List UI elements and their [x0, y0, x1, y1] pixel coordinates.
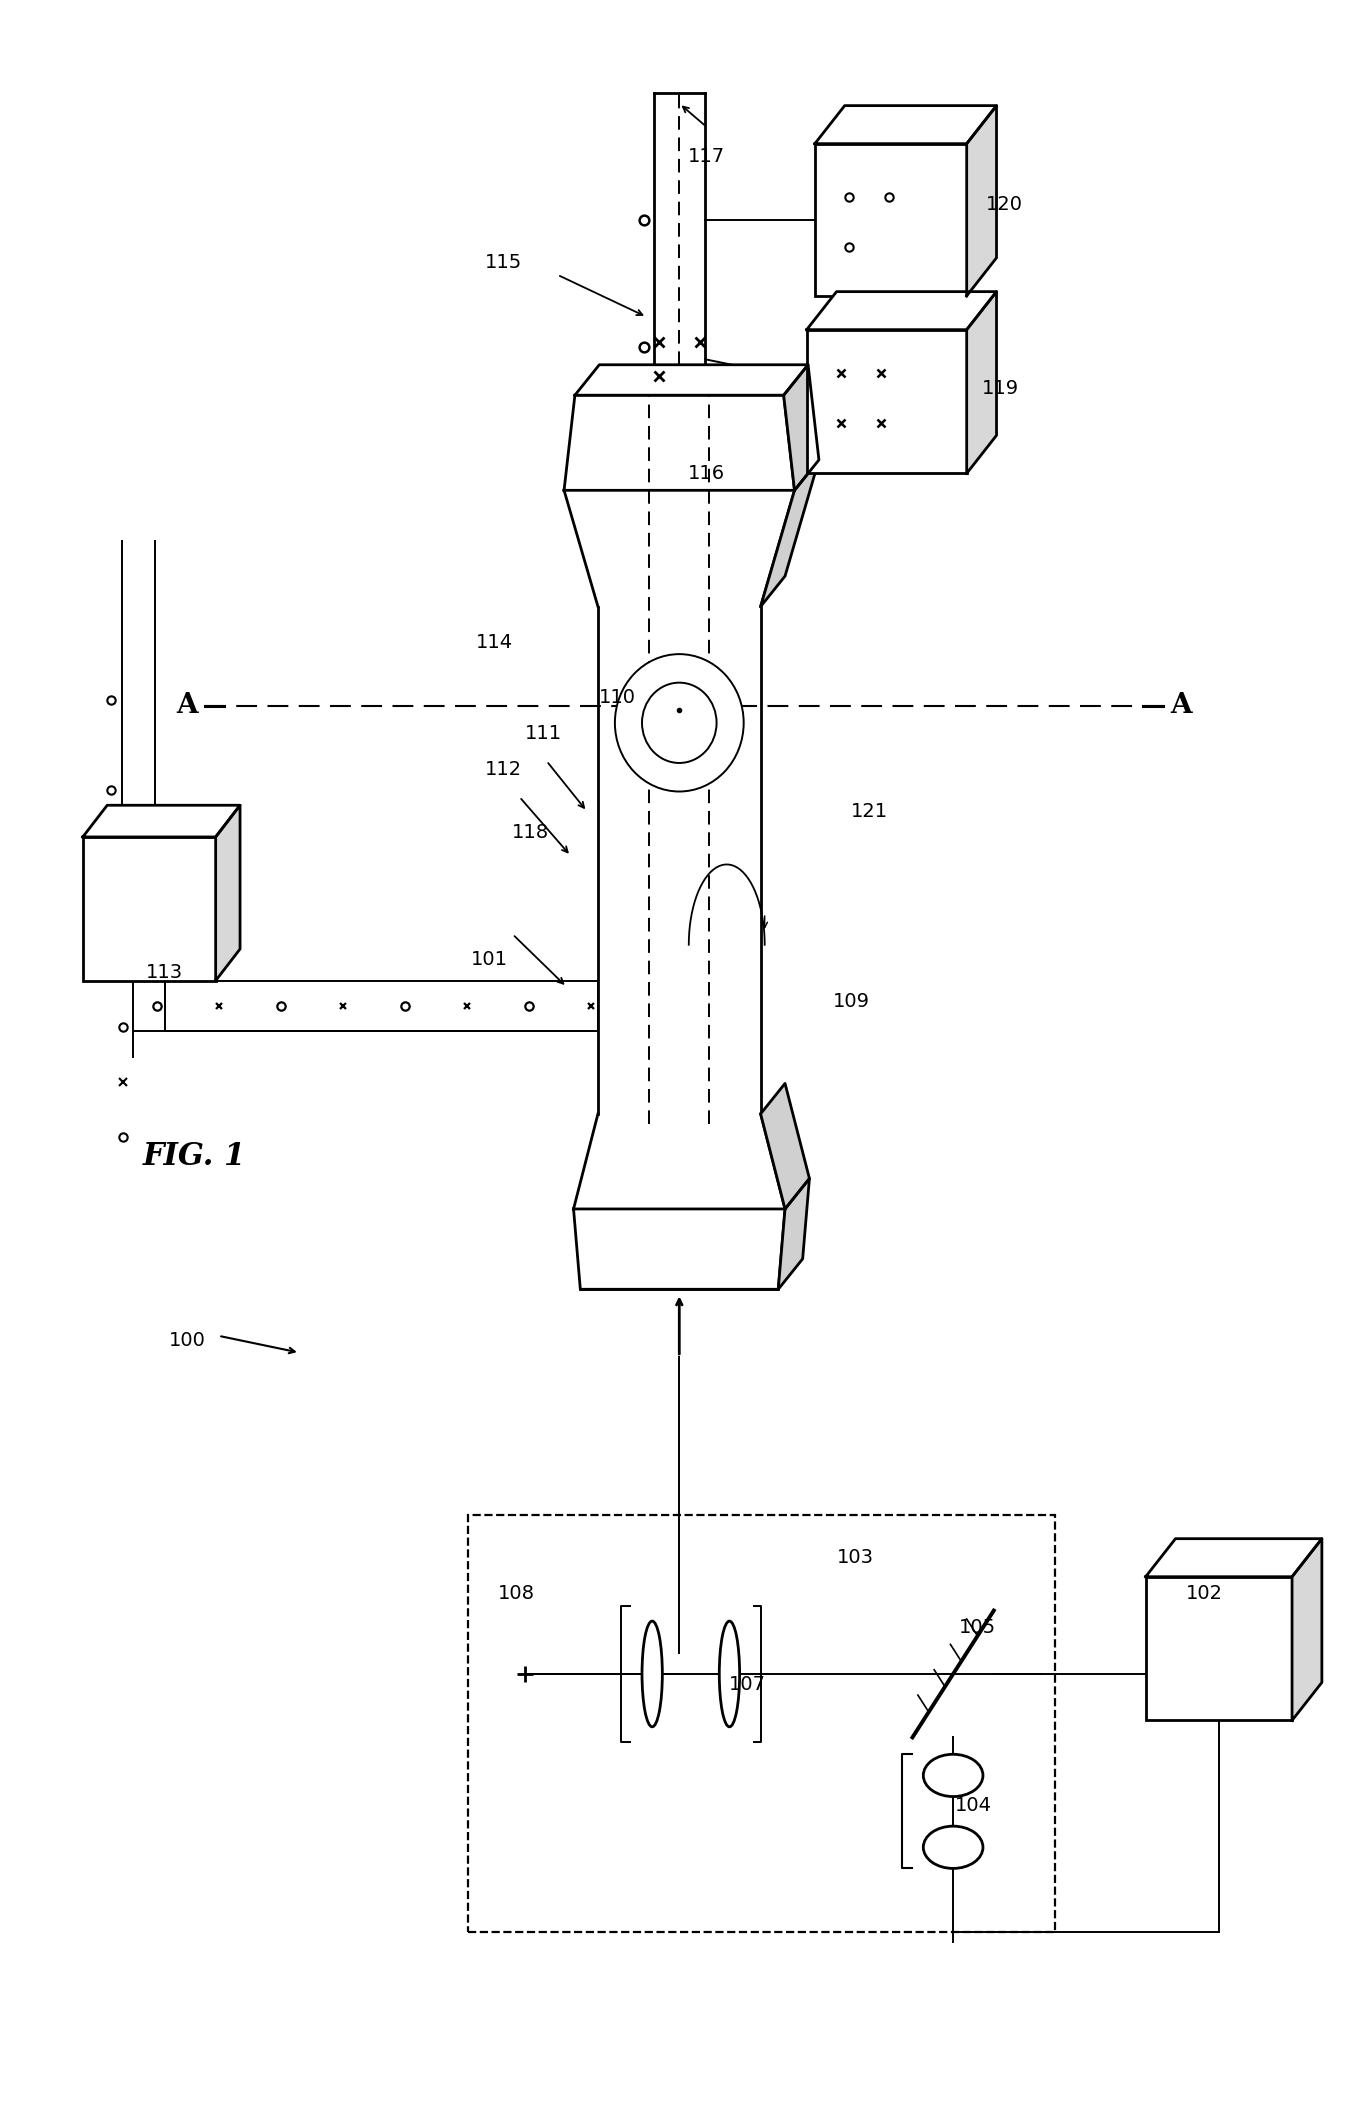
Text: 112: 112 [484, 760, 521, 779]
Text: A: A [176, 692, 198, 719]
Text: 119: 119 [982, 380, 1019, 399]
Polygon shape [784, 365, 818, 490]
Text: 103: 103 [837, 1549, 874, 1568]
Bar [83, 836, 216, 980]
Text: 109: 109 [833, 993, 870, 1012]
Text: 113: 113 [146, 963, 183, 982]
Bar [1146, 1577, 1292, 1721]
Text: 116: 116 [687, 465, 724, 484]
Ellipse shape [719, 1621, 739, 1727]
Text: 105: 105 [959, 1617, 996, 1636]
Text: 111: 111 [525, 724, 562, 743]
Polygon shape [761, 460, 818, 607]
Polygon shape [565, 395, 794, 490]
Text: 107: 107 [728, 1674, 765, 1693]
Text: 118: 118 [512, 823, 548, 842]
Polygon shape [967, 291, 997, 473]
Polygon shape [806, 291, 997, 329]
Text: 101: 101 [471, 951, 507, 970]
Ellipse shape [923, 1755, 983, 1797]
Polygon shape [83, 804, 240, 836]
Polygon shape [573, 1210, 786, 1290]
Text: 100: 100 [169, 1330, 206, 1350]
Polygon shape [216, 804, 240, 980]
Text: 102: 102 [1185, 1585, 1222, 1602]
Polygon shape [967, 106, 997, 295]
Polygon shape [814, 106, 997, 144]
Text: 110: 110 [599, 688, 636, 707]
Text: 108: 108 [498, 1585, 535, 1602]
Bar [814, 144, 967, 295]
Bar [468, 1515, 1054, 1931]
Text: 114: 114 [476, 632, 513, 651]
Ellipse shape [923, 1827, 983, 1867]
Text: 121: 121 [851, 802, 888, 821]
Ellipse shape [642, 683, 716, 764]
Ellipse shape [642, 1621, 663, 1727]
Text: 120: 120 [986, 195, 1023, 214]
Text: 104: 104 [955, 1795, 992, 1814]
Polygon shape [574, 365, 807, 395]
Text: FIG. 1: FIG. 1 [142, 1142, 246, 1171]
Text: A: A [1170, 692, 1192, 719]
Bar [806, 329, 967, 473]
Polygon shape [1146, 1538, 1322, 1577]
Polygon shape [1292, 1538, 1322, 1721]
Polygon shape [761, 1084, 809, 1210]
Text: 117: 117 [687, 146, 724, 166]
Text: 115: 115 [484, 253, 521, 272]
Ellipse shape [615, 654, 743, 792]
Polygon shape [779, 1178, 809, 1290]
